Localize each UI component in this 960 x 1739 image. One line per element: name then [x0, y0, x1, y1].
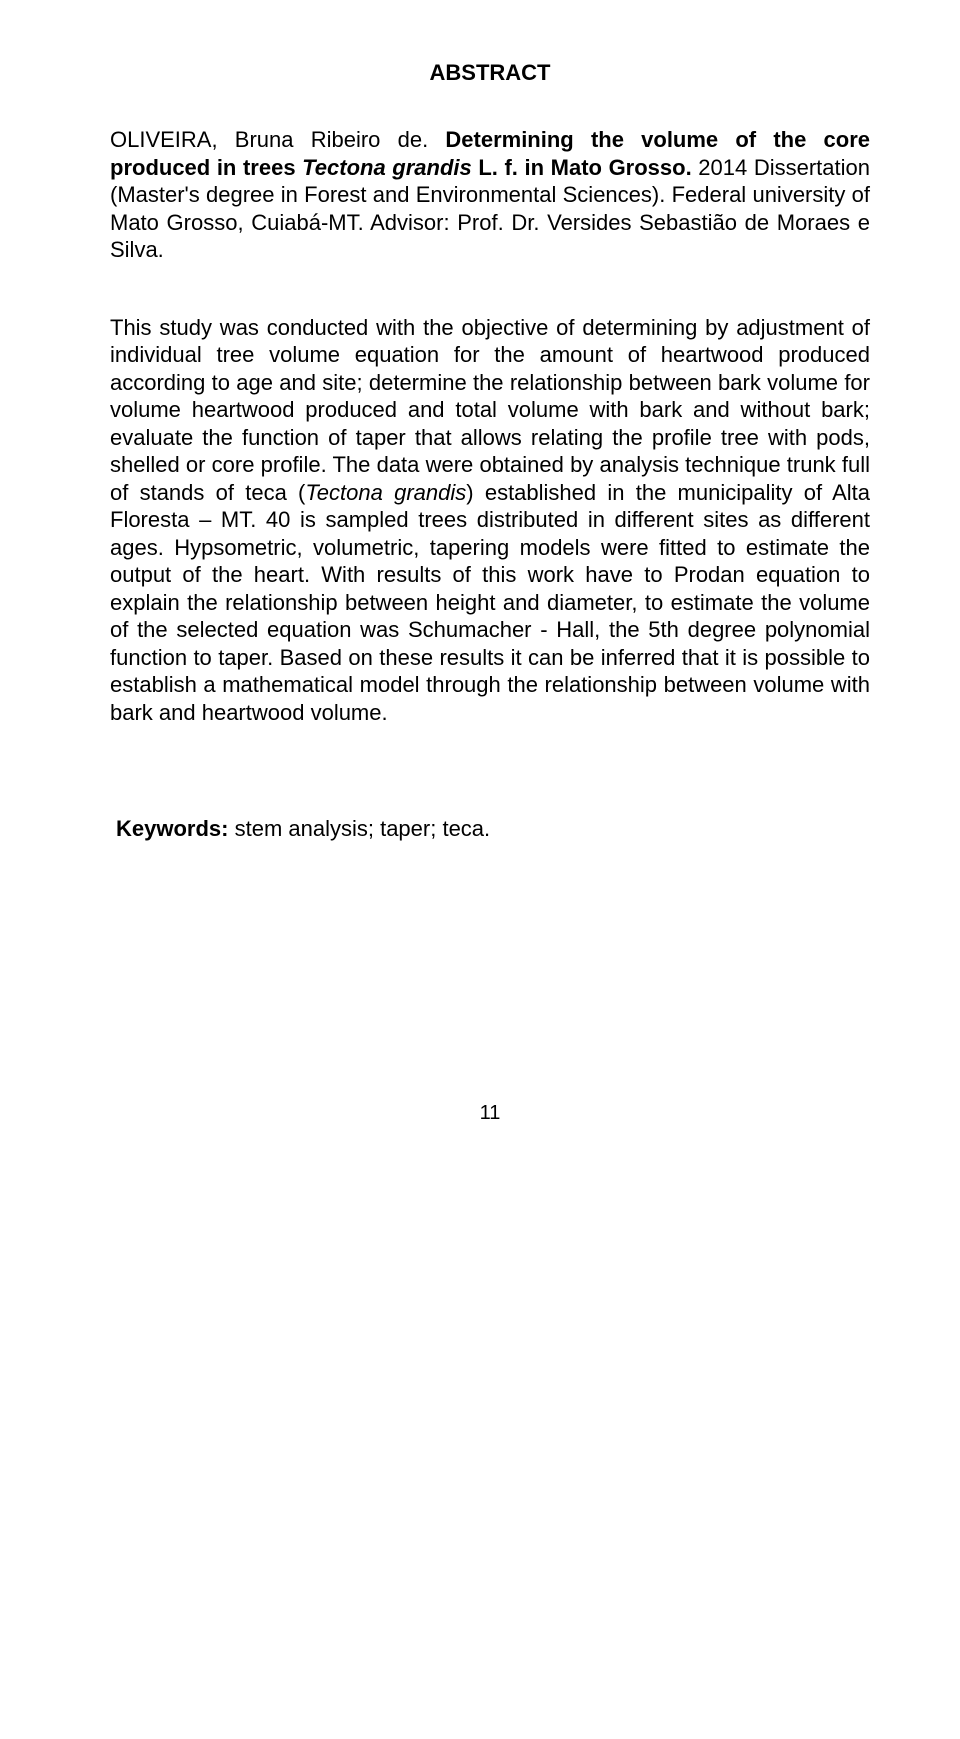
body-species: Tectona grandis	[305, 480, 466, 505]
citation-species: Tectona grandis	[302, 155, 472, 180]
citation-block: OLIVEIRA, Bruna Ribeiro de. Determining …	[110, 126, 870, 264]
page-number: 11	[110, 1102, 870, 1125]
citation-title-part2: L. f. in Mato Grosso.	[472, 155, 699, 180]
page: ABSTRACT OLIVEIRA, Bruna Ribeiro de. Det…	[0, 0, 960, 1165]
body-part-a: This study was conducted with the object…	[110, 315, 870, 505]
abstract-body: This study was conducted with the object…	[110, 314, 870, 727]
citation-author: OLIVEIRA, Bruna Ribeiro de.	[110, 127, 445, 152]
section-title: ABSTRACT	[110, 60, 870, 86]
keywords-text: stem analysis; taper; teca.	[228, 816, 490, 841]
body-part-b: ) established in the municipality of Alt…	[110, 480, 870, 725]
keywords-label: Keywords:	[116, 816, 228, 841]
keywords-line: Keywords: stem analysis; taper; teca.	[116, 816, 870, 842]
